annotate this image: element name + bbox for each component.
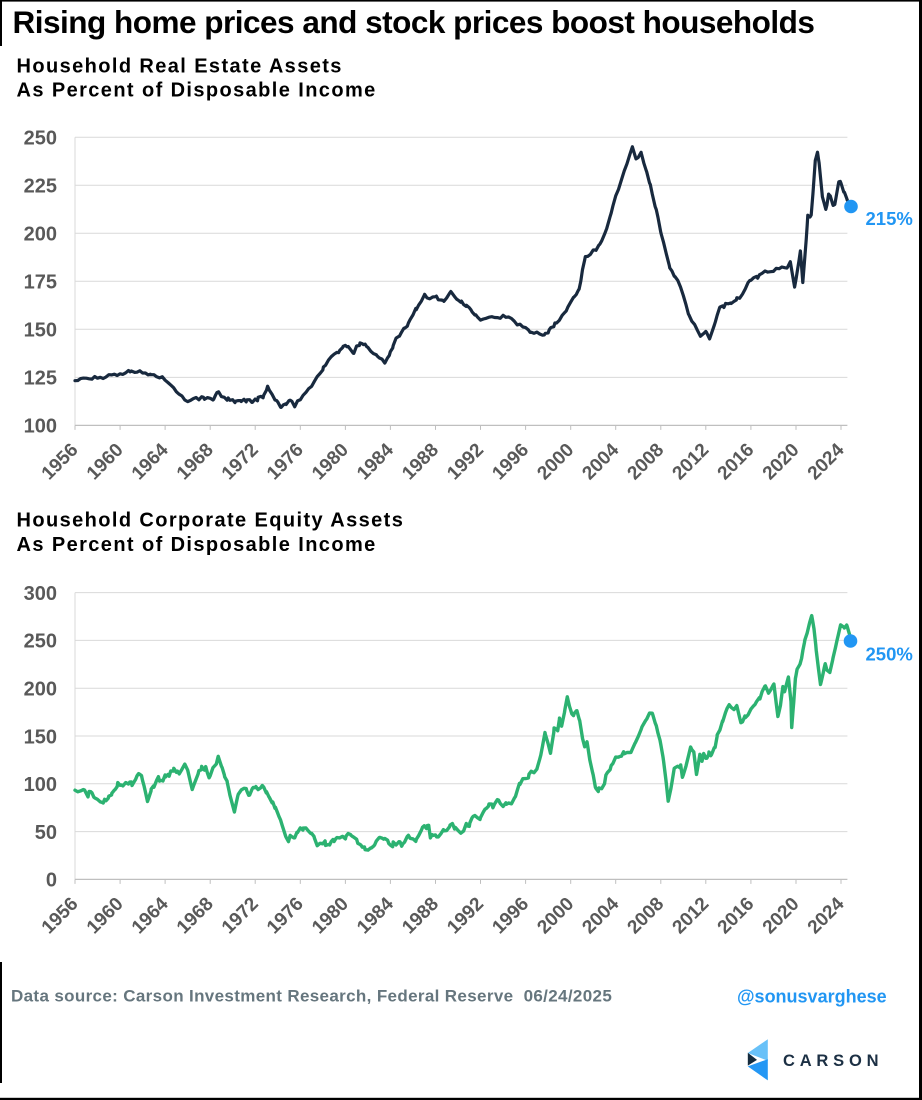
svg-text:Data source: Carson Investment: Data source: Carson Investment Research,… [11,987,612,1006]
svg-text:100: 100 [24,416,57,438]
svg-text:CARSON: CARSON [783,1052,883,1070]
svg-text:50: 50 [35,822,57,844]
svg-text:225: 225 [24,176,57,198]
svg-text:150: 150 [24,320,57,342]
svg-text:250: 250 [24,128,57,150]
svg-text:@sonusvarghese: @sonusvarghese [737,987,887,1007]
svg-text:0: 0 [46,870,57,892]
svg-text:215%: 215% [866,208,913,229]
svg-text:200: 200 [24,224,57,246]
svg-text:Rising home prices and stock p: Rising home prices and stock prices boos… [13,4,815,40]
svg-text:As Percent of Disposable Incom: As Percent of Disposable Income [17,534,377,556]
svg-text:Household Real Estate Assets: Household Real Estate Assets [17,55,343,77]
svg-text:100: 100 [24,774,57,796]
svg-text:300: 300 [24,583,57,605]
svg-text:200: 200 [24,679,57,701]
svg-text:250%: 250% [866,643,913,664]
svg-text:250: 250 [24,631,57,653]
svg-text:As Percent of Disposable Incom: As Percent of Disposable Income [17,80,377,102]
svg-text:125: 125 [24,368,57,390]
svg-text:Household Corporate Equity Ass: Household Corporate Equity Assets [17,509,405,531]
svg-text:150: 150 [24,726,57,748]
svg-text:175: 175 [24,272,57,294]
